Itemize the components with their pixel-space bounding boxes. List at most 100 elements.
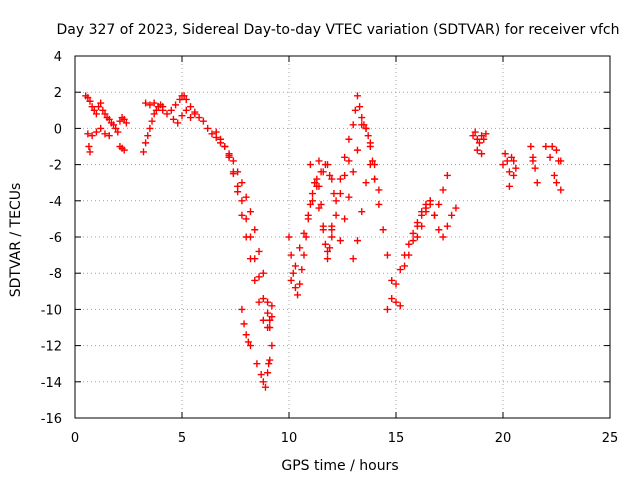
data-point [473, 146, 481, 154]
data-point [112, 124, 120, 132]
data-point [550, 171, 558, 179]
data-point [251, 276, 259, 284]
data-point [167, 106, 175, 114]
data-point [150, 99, 158, 107]
data-point [97, 99, 105, 107]
data-point [321, 240, 329, 248]
data-point [176, 95, 184, 103]
y-tick-label: -12 [41, 340, 62, 355]
data-point [159, 106, 167, 114]
data-point [97, 124, 105, 132]
data-point [418, 222, 426, 230]
data-point [311, 179, 319, 187]
data-point [264, 298, 272, 306]
data-point [409, 229, 417, 237]
data-point [435, 226, 443, 234]
x-tick-label: 5 [178, 431, 186, 446]
data-point [116, 117, 124, 125]
data-point [533, 179, 541, 187]
data-point [146, 101, 154, 109]
data-point [229, 170, 237, 178]
data-point [182, 95, 190, 103]
data-point [480, 135, 488, 143]
data-point [439, 186, 447, 194]
data-point [212, 128, 220, 136]
data-point [259, 269, 267, 277]
data-point [364, 132, 372, 140]
data-point [101, 130, 109, 138]
data-point [345, 193, 353, 201]
y-tick-label: -4 [49, 195, 62, 210]
data-point [234, 188, 242, 196]
data-point [92, 110, 100, 118]
y-tick-label: -8 [49, 267, 62, 282]
data-point [120, 146, 128, 154]
y-axis-title: SDTVAR / TECUs [8, 183, 24, 298]
data-point [300, 251, 308, 259]
data-point [142, 139, 150, 147]
data-point [499, 161, 507, 169]
data-point [324, 161, 332, 169]
data-point [439, 233, 447, 241]
data-point [368, 157, 376, 165]
data-point [244, 338, 252, 346]
data-point [553, 179, 560, 187]
data-point [383, 305, 391, 313]
data-point [371, 175, 379, 183]
data-point [431, 211, 439, 219]
data-point [388, 276, 396, 284]
y-tick-label: -2 [49, 159, 62, 174]
data-point [182, 106, 190, 114]
data-point [328, 175, 336, 183]
data-point [178, 112, 186, 120]
data-point [313, 175, 321, 183]
data-point [349, 255, 357, 263]
data-point [358, 121, 366, 129]
data-point [358, 114, 366, 122]
data-point [366, 139, 374, 147]
data-point [199, 117, 207, 125]
data-point [264, 324, 272, 331]
data-point [238, 211, 246, 219]
x-tick-label: 25 [602, 431, 619, 446]
data-point [505, 182, 513, 190]
data-point [349, 121, 357, 129]
data-point [114, 128, 122, 136]
data-point [187, 114, 195, 122]
data-point [240, 320, 248, 328]
data-point [99, 106, 107, 114]
data-point [448, 211, 456, 219]
data-point [86, 148, 94, 156]
data-point [257, 371, 265, 379]
data-point [306, 200, 314, 208]
data-point [388, 295, 396, 303]
data-point [85, 143, 93, 150]
data-point [92, 128, 100, 136]
y-tick-label: 0 [54, 122, 62, 137]
data-point [163, 110, 171, 118]
data-point [548, 143, 556, 150]
data-point [324, 255, 332, 263]
data-point [326, 171, 334, 179]
data-point [296, 244, 304, 252]
data-point [332, 211, 340, 219]
data-point [238, 305, 246, 313]
data-point [105, 132, 113, 140]
data-point [443, 222, 451, 230]
data-point [268, 342, 276, 350]
data-point [366, 161, 374, 169]
data-point [557, 157, 565, 165]
chart-title: Day 327 of 2023, Sidereal Day-to-day VTE… [56, 22, 619, 38]
x-tick-label: 10 [281, 431, 298, 446]
data-point [142, 99, 150, 107]
data-point [304, 211, 312, 219]
y-tick-label: 4 [54, 50, 62, 65]
data-point [298, 266, 306, 274]
data-point [84, 94, 92, 102]
y-tick-label: -10 [41, 303, 62, 318]
data-point [261, 383, 269, 391]
data-point [268, 302, 276, 310]
data-point [443, 171, 451, 179]
data-point [529, 153, 537, 161]
